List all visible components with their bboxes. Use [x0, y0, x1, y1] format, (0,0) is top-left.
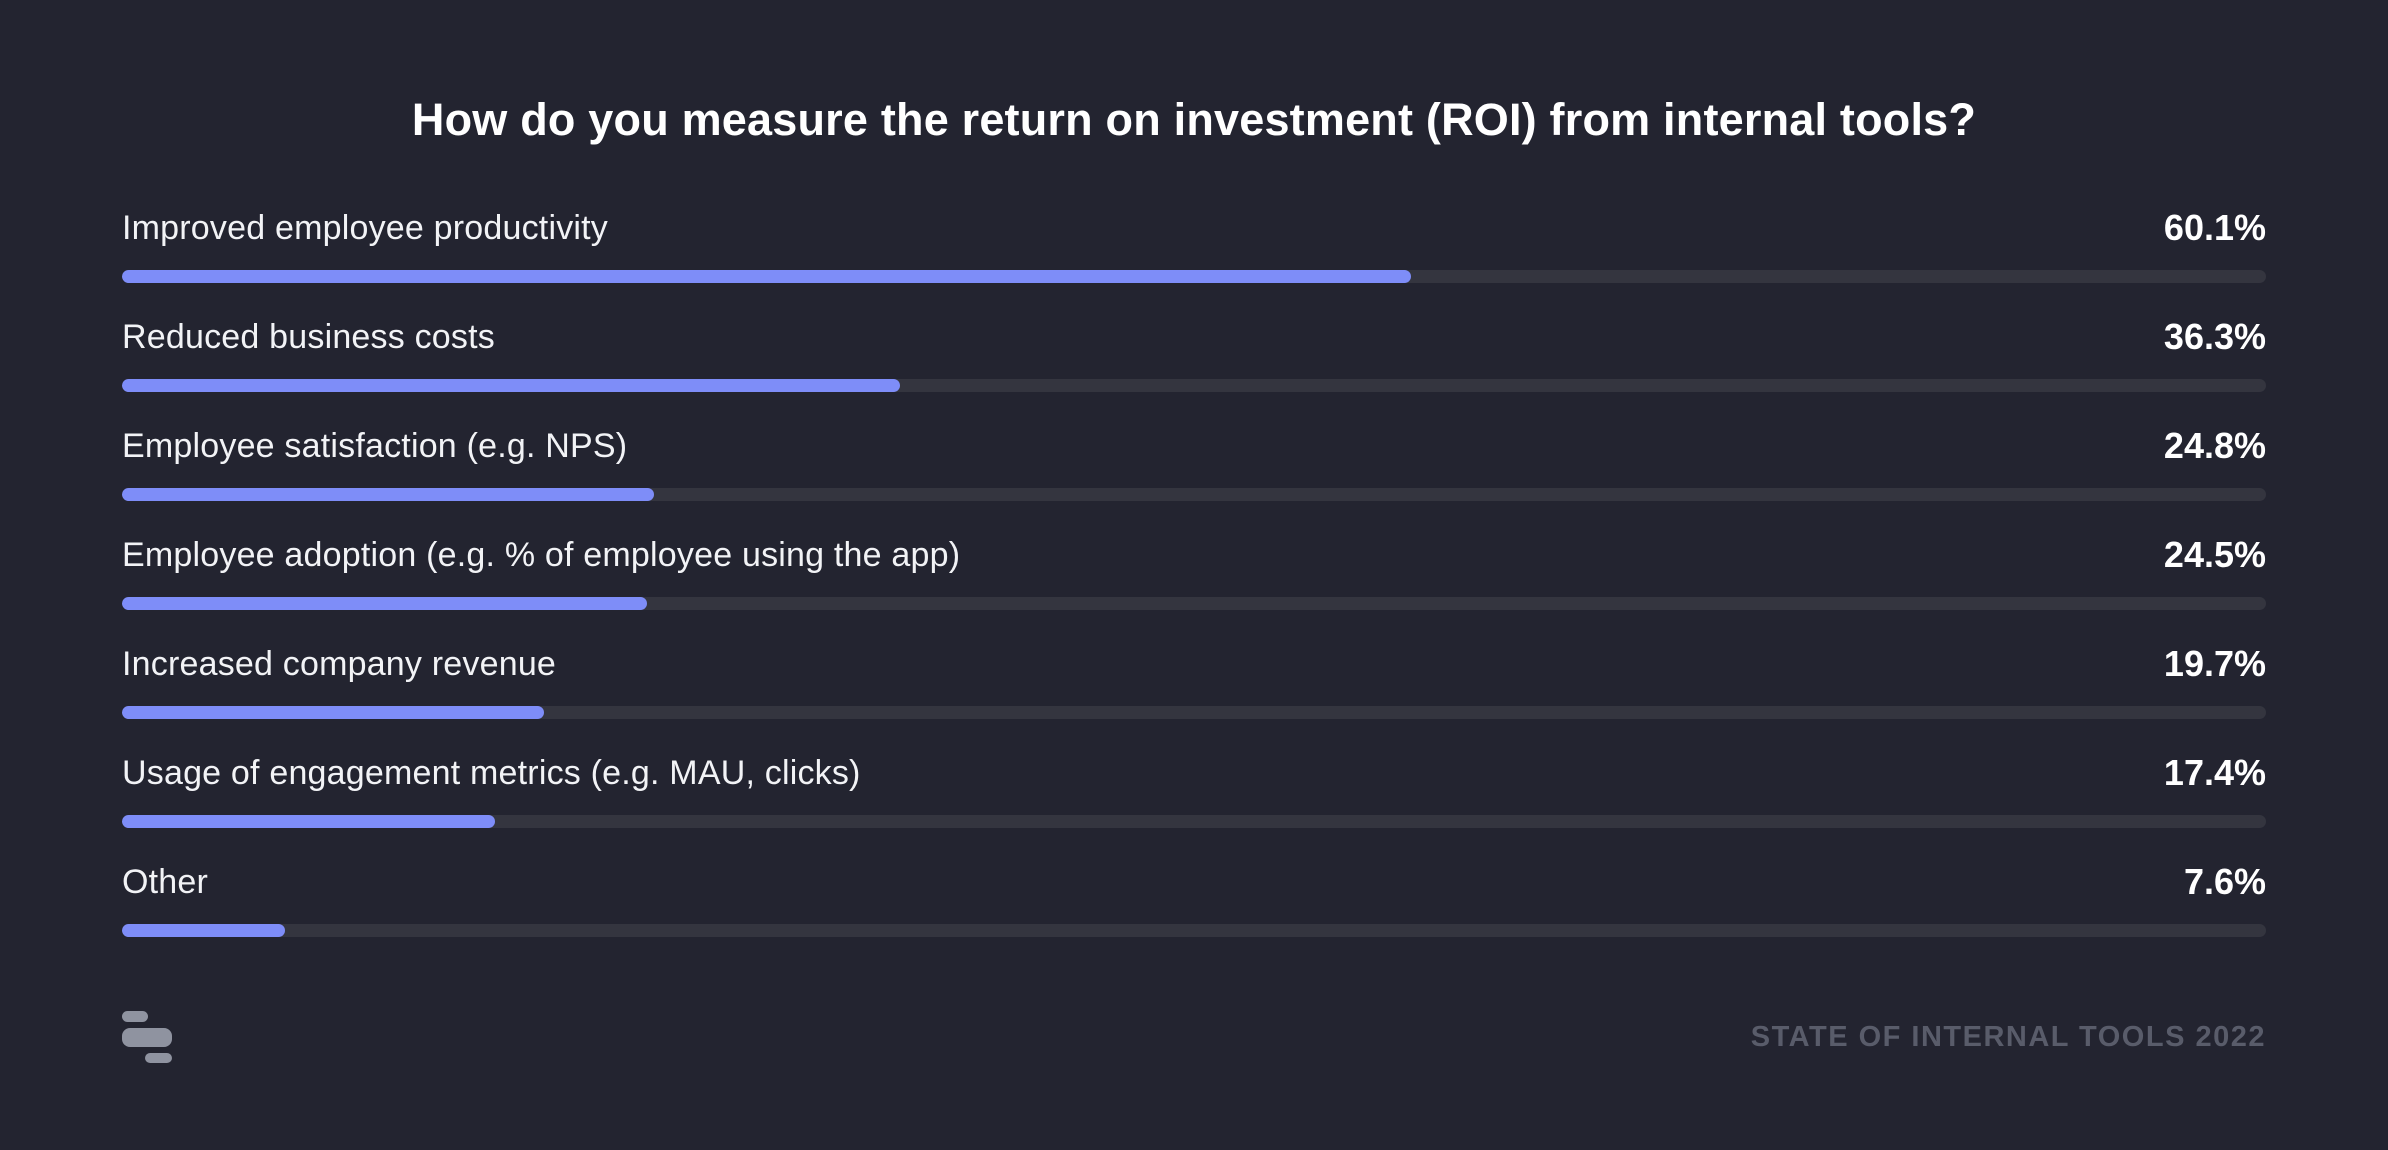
row-header: Improved employee productivity 60.1% [122, 186, 2266, 270]
chart-row: Employee adoption (e.g. % of employee us… [122, 513, 2266, 622]
chart-row: Improved employee productivity 60.1% [122, 186, 2266, 295]
value-label: 19.7% [2163, 643, 2266, 684]
bar-fill [122, 488, 654, 501]
row-header: Usage of engagement metrics (e.g. MAU, c… [122, 731, 2266, 815]
logo-shape-top [122, 1011, 148, 1022]
logo-shape-middle [122, 1028, 172, 1047]
row-header: Employee adoption (e.g. % of employee us… [122, 513, 2266, 597]
bar-fill [122, 706, 545, 719]
category-label: Employee adoption (e.g. % of employee us… [122, 535, 961, 574]
value-label: 60.1% [2163, 207, 2266, 248]
category-label: Usage of engagement metrics (e.g. MAU, c… [122, 753, 861, 792]
logo-shape-bottom [145, 1053, 172, 1063]
value-label: 36.3% [2163, 316, 2266, 357]
bar-fill [122, 270, 1411, 283]
category-label: Improved employee productivity [122, 208, 609, 247]
row-header: Reduced business costs 36.3% [122, 295, 2266, 379]
chart-row: Usage of engagement metrics (e.g. MAU, c… [122, 731, 2266, 840]
chart-row: Employee satisfaction (e.g. NPS) 24.8% [122, 404, 2266, 513]
bar-track [122, 815, 2266, 828]
bar-track [122, 924, 2266, 937]
row-header: Employee satisfaction (e.g. NPS) 24.8% [122, 404, 2266, 488]
bar-track [122, 270, 2266, 283]
report-title: STATE OF INTERNAL TOOLS 2022 [1750, 1020, 2266, 1053]
bar-chart: Improved employee productivity 60.1% Reduc… [122, 186, 2266, 949]
bar-fill [122, 815, 496, 828]
category-label: Other [122, 862, 209, 901]
bar-fill [122, 597, 648, 610]
category-label: Reduced business costs [122, 317, 495, 356]
bar-track [122, 488, 2266, 501]
page-title: How do you measure the return on investm… [411, 94, 1977, 145]
bar-track [122, 597, 2266, 610]
category-label: Increased company revenue [122, 644, 557, 683]
retool-logo-icon [122, 1011, 174, 1063]
bar-fill [122, 924, 285, 937]
bar-fill [122, 379, 901, 392]
value-label: 7.6% [2183, 861, 2266, 902]
bar-track [122, 379, 2266, 392]
value-label: 24.8% [2163, 425, 2266, 466]
row-header: Increased company revenue 19.7% [122, 622, 2266, 706]
value-label: 24.5% [2163, 534, 2266, 575]
bar-track [122, 706, 2266, 719]
chart-row: Other 7.6% [122, 840, 2266, 949]
chart-row: Increased company revenue 19.7% [122, 622, 2266, 731]
row-header: Other 7.6% [122, 840, 2266, 924]
chart-row: Reduced business costs 36.3% [122, 295, 2266, 404]
category-label: Employee satisfaction (e.g. NPS) [122, 426, 628, 465]
value-label: 17.4% [2163, 752, 2266, 793]
footer: STATE OF INTERNAL TOOLS 2022 [122, 1011, 2266, 1063]
